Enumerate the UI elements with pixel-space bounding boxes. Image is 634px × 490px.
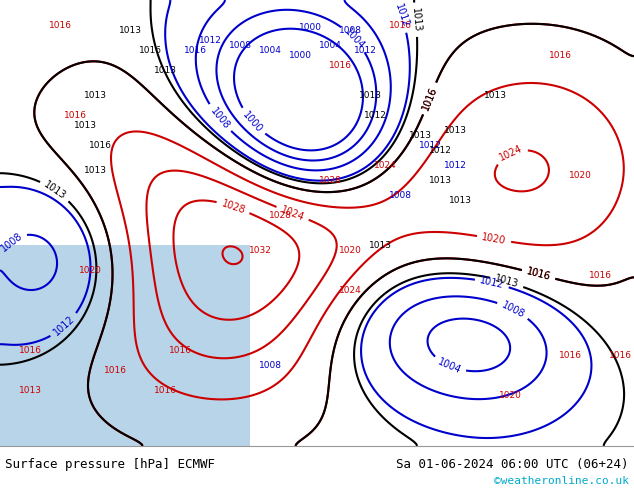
Text: 1016: 1016	[89, 141, 112, 150]
Text: 1013: 1013	[153, 66, 176, 74]
Text: 1013: 1013	[484, 91, 507, 99]
Text: 1008: 1008	[228, 41, 252, 49]
Text: 1012: 1012	[444, 161, 467, 170]
Text: 1020: 1020	[569, 171, 592, 180]
Text: 1008: 1008	[389, 191, 411, 200]
Text: 1016: 1016	[138, 46, 162, 54]
Text: 1016: 1016	[18, 346, 41, 355]
Text: 1012: 1012	[479, 275, 505, 291]
Text: 1016: 1016	[588, 271, 612, 280]
Text: 1028: 1028	[318, 176, 342, 185]
FancyBboxPatch shape	[0, 245, 250, 446]
Text: 1013: 1013	[408, 131, 432, 140]
Text: 1012: 1012	[52, 314, 77, 338]
Text: 1016: 1016	[103, 366, 127, 375]
Text: 1016: 1016	[609, 351, 631, 360]
Text: 1016: 1016	[420, 85, 439, 112]
Text: 1000: 1000	[288, 50, 311, 60]
Text: 1028: 1028	[269, 211, 292, 220]
Text: 1008: 1008	[500, 299, 526, 319]
Text: Sa 01-06-2024 06:00 UTC (06+24): Sa 01-06-2024 06:00 UTC (06+24)	[396, 458, 629, 471]
Text: Surface pressure [hPa] ECMWF: Surface pressure [hPa] ECMWF	[5, 458, 215, 471]
Text: 1008: 1008	[259, 361, 281, 370]
Text: 1004: 1004	[318, 41, 342, 49]
Text: 1020: 1020	[481, 232, 507, 246]
Text: 1012: 1012	[418, 141, 441, 150]
Text: 1008: 1008	[208, 105, 231, 131]
Text: 1032: 1032	[249, 246, 271, 255]
Text: 1016: 1016	[526, 267, 552, 282]
Text: 1000: 1000	[241, 109, 264, 134]
Text: 1013: 1013	[444, 126, 467, 135]
Text: 1012: 1012	[198, 36, 221, 45]
Text: 1013: 1013	[368, 241, 392, 250]
Text: 1016: 1016	[63, 111, 86, 120]
Text: ©weatheronline.co.uk: ©weatheronline.co.uk	[494, 476, 629, 486]
Text: 1013: 1013	[84, 166, 107, 175]
Text: 1016: 1016	[153, 386, 176, 395]
Text: 1012: 1012	[363, 111, 387, 120]
Text: 1016: 1016	[420, 85, 439, 112]
Text: 1016: 1016	[548, 50, 571, 60]
Text: 1016: 1016	[328, 61, 351, 70]
Text: 1013: 1013	[494, 274, 520, 290]
Text: 1016: 1016	[48, 21, 72, 29]
Text: 1016: 1016	[169, 346, 191, 355]
Text: 1024: 1024	[498, 144, 524, 163]
Text: 1013: 1013	[410, 7, 422, 32]
Text: 1012: 1012	[392, 3, 410, 29]
Text: 1020: 1020	[498, 392, 521, 400]
Text: 1013: 1013	[358, 91, 382, 99]
Text: 1004: 1004	[342, 26, 366, 51]
Text: 1008: 1008	[0, 230, 24, 253]
Text: 1024: 1024	[339, 286, 361, 295]
Text: 1013: 1013	[42, 179, 68, 201]
Text: 1020: 1020	[339, 246, 361, 255]
Text: 1012: 1012	[429, 146, 451, 155]
Text: 1013: 1013	[18, 386, 41, 395]
Text: 1000: 1000	[299, 23, 321, 31]
Text: 1024: 1024	[373, 161, 396, 170]
Text: 1016: 1016	[559, 351, 581, 360]
Text: 1013: 1013	[74, 121, 96, 130]
Text: 1013: 1013	[84, 91, 107, 99]
Text: 1013: 1013	[429, 176, 451, 185]
Text: 1020: 1020	[79, 266, 101, 275]
Text: 1024: 1024	[280, 204, 306, 222]
Text: 1012: 1012	[354, 46, 377, 54]
Text: 1013: 1013	[448, 196, 472, 205]
Text: 1013: 1013	[119, 25, 141, 35]
Text: 1028: 1028	[220, 198, 247, 216]
Text: 1004: 1004	[259, 46, 281, 54]
Text: 1016: 1016	[183, 46, 207, 54]
Text: 1016: 1016	[389, 21, 411, 29]
Text: 1016: 1016	[526, 267, 552, 282]
Text: 1008: 1008	[339, 25, 361, 35]
Text: 1004: 1004	[436, 356, 463, 375]
